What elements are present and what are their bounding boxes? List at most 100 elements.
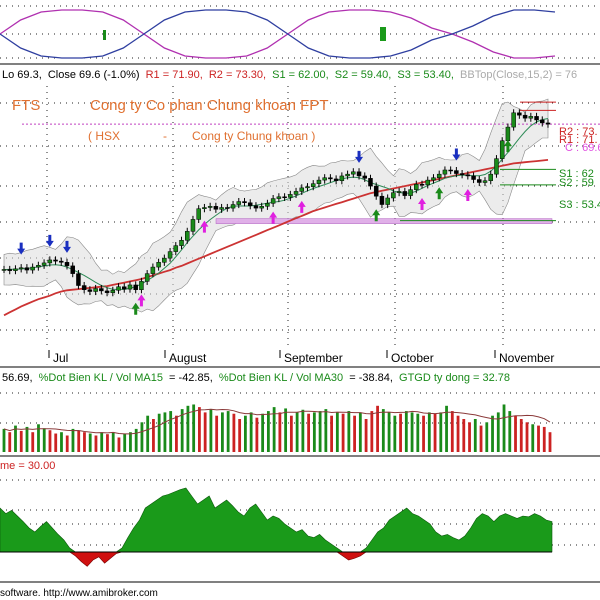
volume-bar — [261, 413, 265, 452]
volume-bar — [123, 433, 127, 452]
volume-bar — [198, 407, 201, 452]
volume-bar — [175, 415, 178, 452]
candle-body — [236, 201, 242, 205]
volume-bar — [468, 422, 471, 452]
volume-bar — [491, 415, 494, 452]
tb-s3: S3 = 53.40, — [397, 69, 454, 81]
volume-bar — [152, 419, 155, 452]
candle-body — [511, 112, 516, 128]
volume-bar — [358, 412, 362, 452]
cyclic-grid — [0, 5, 600, 59]
candle-body — [305, 186, 310, 189]
volume-bar — [381, 409, 385, 452]
volume-bar — [221, 412, 224, 452]
label-r2: R2 : 73. — [559, 126, 598, 138]
candle-body — [81, 285, 87, 290]
tb-s2: S2 = 59.40, — [335, 69, 392, 81]
candle-body — [448, 169, 453, 172]
candle-body — [122, 286, 127, 290]
volume-bar — [42, 428, 46, 452]
candle-body — [293, 191, 299, 195]
candle-body — [76, 273, 81, 286]
volume-bar — [169, 411, 173, 452]
volume-bar — [473, 419, 477, 452]
header-company: Cong ty Co phan Chung khoan FPT — [90, 97, 328, 114]
moving-averages — [3, 118, 549, 317]
volume-ma — [3, 408, 551, 435]
sell-arrow — [355, 150, 364, 163]
volume-bar — [226, 411, 230, 452]
candle-body — [93, 288, 98, 292]
candle-body — [156, 262, 161, 268]
volume-bar — [548, 432, 552, 452]
volume-bar — [330, 415, 333, 452]
volume-bar — [94, 435, 98, 452]
level-labels: R2 : 73. R1 : 71. C : 69.6 S1 : 62 S2 : … — [559, 126, 600, 211]
vh-d: %Dot Bien KL / Vol MA30 — [219, 372, 343, 384]
volume-bar — [8, 432, 12, 452]
candle-body — [242, 201, 247, 203]
volume-ma-line — [3, 408, 551, 435]
volume-bar — [496, 412, 500, 452]
volume-bar — [410, 412, 414, 452]
header-ticker: FTS — [12, 97, 40, 114]
volume-bar — [83, 432, 86, 452]
candle-body — [333, 178, 339, 181]
volume-bar — [307, 413, 311, 452]
candle-body — [505, 126, 511, 142]
candle-body — [13, 268, 18, 271]
candle-body — [150, 266, 156, 274]
volume-bar — [450, 411, 454, 452]
volume-bar — [25, 426, 29, 452]
volume-bar — [531, 424, 535, 452]
buy-arrow — [200, 220, 209, 233]
oscillator-area — [0, 487, 553, 567]
candle-body — [53, 259, 58, 262]
volume-bar — [272, 407, 276, 452]
volume-bar — [387, 412, 391, 452]
candle-body — [540, 119, 545, 124]
volume-bar — [255, 417, 259, 452]
volume-bars — [2, 404, 552, 452]
ma-short-line — [3, 118, 549, 290]
candle-body — [247, 202, 253, 206]
volume-bar — [238, 419, 242, 452]
top-bar: Lo 69.3, Close 69.6 (-1.0%) R1 = 71.90, … — [2, 69, 577, 81]
candle-body — [465, 174, 471, 177]
oscillator-panel: me = 30.00 — [0, 460, 600, 567]
candle-body — [127, 284, 133, 290]
header-dash: - — [163, 129, 167, 143]
volume-bar — [456, 415, 460, 452]
volume-bar — [514, 415, 517, 452]
volume-bar — [462, 419, 466, 452]
candle-body — [402, 191, 408, 196]
volume-bar — [209, 409, 213, 452]
candle-body — [110, 290, 116, 293]
tb-r2: R2 = 73.30, — [209, 69, 266, 81]
volume-bar — [88, 433, 92, 452]
candle-body — [87, 289, 93, 292]
candle-body — [328, 177, 333, 180]
candle-body — [144, 273, 150, 282]
candle-body — [408, 189, 413, 196]
candle-body — [219, 207, 224, 210]
volume-bar — [537, 425, 540, 452]
volume-bar — [14, 425, 17, 452]
candle-body — [259, 206, 264, 209]
vh-b: %Dot Bien KL / Vol MA15 — [39, 372, 163, 384]
volume-bar — [376, 405, 379, 452]
candle-body — [276, 196, 282, 199]
candle-body — [494, 158, 499, 175]
candle-body — [7, 269, 12, 271]
volume-bar — [439, 412, 443, 452]
volume-bar — [508, 411, 512, 452]
volume-bar — [192, 404, 196, 452]
candle-body — [534, 116, 539, 121]
tb-bbtop: BBTop(Close,15,2) = 76 — [460, 69, 577, 81]
volume-grid — [0, 392, 600, 424]
candle-body — [385, 197, 390, 205]
candle-body — [528, 116, 534, 119]
volume-bar — [163, 412, 167, 452]
candle-body — [310, 183, 316, 187]
